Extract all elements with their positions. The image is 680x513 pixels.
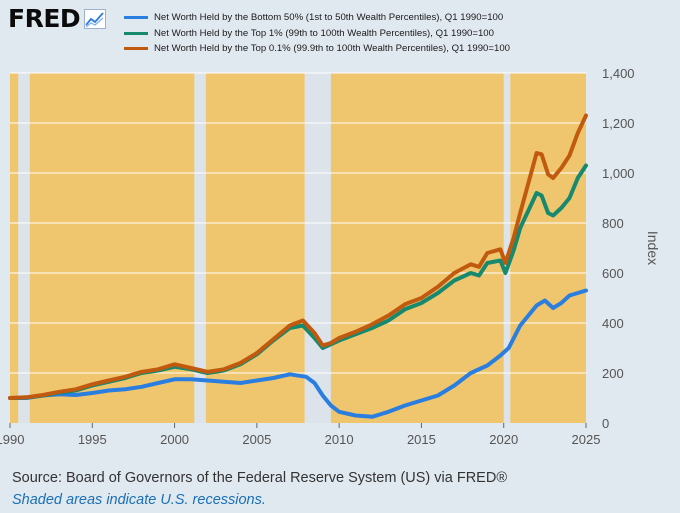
y-axis-label: Index <box>645 231 661 265</box>
fred-logo[interactable]: FRED <box>8 4 107 33</box>
y-axis-ticks: 0 200 400 600 800 1,000 1,200 1,400 <box>602 66 635 431</box>
y-tick-label: 1,200 <box>602 116 635 131</box>
y-tick-label: 1,400 <box>602 66 635 81</box>
x-tick-label: 2000 <box>160 432 189 447</box>
recession-band <box>18 73 30 423</box>
x-axis-ticks: 1990 1995 2000 2005 2010 2015 2020 2025 <box>0 423 600 447</box>
fred-logo-text: FRED <box>8 4 81 33</box>
legend-swatch-bottom-50 <box>124 16 148 20</box>
x-tick-label: 2005 <box>242 432 271 447</box>
x-tick-label: 1990 <box>0 432 24 447</box>
recession-band <box>304 73 331 423</box>
series-line-top-0-1 <box>8 113 588 400</box>
fred-chart-icon <box>84 8 107 29</box>
recession-note: Shaded areas indicate U.S. recessions. <box>12 492 266 508</box>
y-tick-label: 200 <box>602 366 624 381</box>
x-tick-label: 2015 <box>407 432 436 447</box>
recession-band <box>194 73 206 423</box>
x-tick-label: 2025 <box>572 432 601 447</box>
recession-shading-group <box>18 73 511 423</box>
legend-item-bottom-50: Net Worth Held by the Bottom 50% (1st to… <box>124 10 510 26</box>
legend-label-top-1: Net Worth Held by the Top 1% (99th to 10… <box>154 27 494 39</box>
y-tick-label: 600 <box>602 266 624 281</box>
legend-item-top-1: Net Worth Held by the Top 1% (99th to 10… <box>124 26 510 42</box>
legend-swatch-top-0-1 <box>124 47 148 51</box>
y-tick-label: 400 <box>602 316 624 331</box>
series-lines <box>8 113 588 419</box>
legend-item-top-0-1: Net Worth Held by the Top 0.1% (99.9th t… <box>124 41 510 57</box>
recession-band <box>503 73 511 423</box>
y-tick-label: 800 <box>602 216 624 231</box>
series-line-bottom-50 <box>8 288 588 419</box>
gridlines <box>10 72 586 374</box>
x-tick-label: 2010 <box>325 432 354 447</box>
chart-legend: Net Worth Held by the Bottom 50% (1st to… <box>124 10 510 57</box>
y-tick-label: 1,000 <box>602 166 635 181</box>
legend-label-top-0-1: Net Worth Held by the Top 0.1% (99.9th t… <box>154 43 510 55</box>
legend-swatch-top-1 <box>124 31 148 35</box>
source-note: Source: Board of Governors of the Federa… <box>12 470 508 486</box>
x-tick-label: 2020 <box>489 432 518 447</box>
line-chart: 1990 1995 2000 2005 2010 2015 2020 2025 0 200 400… <box>0 66 661 447</box>
y-tick-label: 0 <box>602 416 609 431</box>
x-tick-label: 1995 <box>78 432 107 447</box>
legend-label-bottom-50: Net Worth Held by the Bottom 50% (1st to… <box>154 12 504 24</box>
